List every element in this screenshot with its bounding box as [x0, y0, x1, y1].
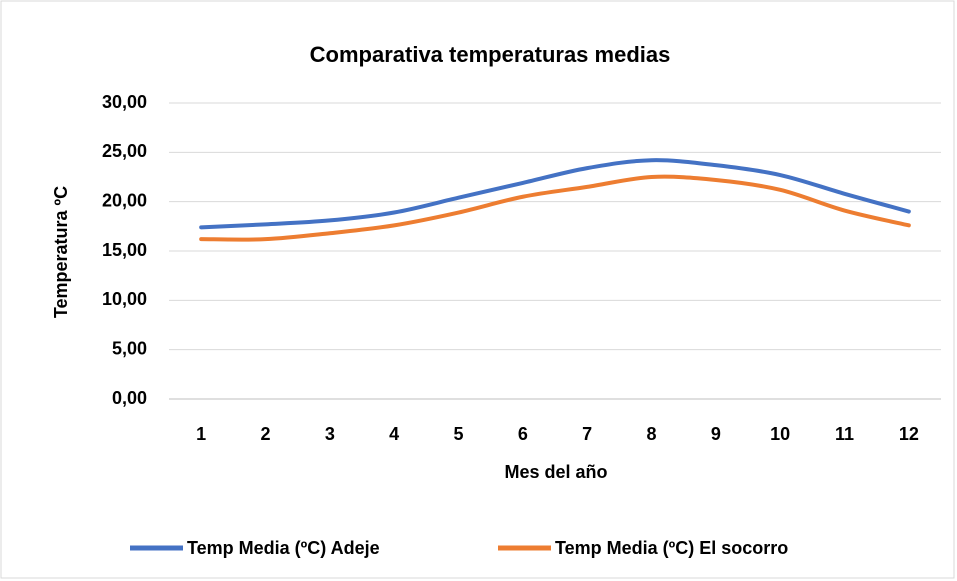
legend-label: Temp Media (ºC) El socorro	[555, 538, 788, 558]
x-tick-label: 9	[711, 424, 721, 444]
x-tick-label: 3	[325, 424, 335, 444]
x-tick-label: 12	[899, 424, 919, 444]
y-tick-label: 10,00	[102, 289, 147, 309]
y-tick-label: 0,00	[112, 388, 147, 408]
series-line	[199, 174, 911, 242]
series-line	[199, 158, 911, 230]
x-tick-label: 6	[518, 424, 528, 444]
y-tick-label: 20,00	[102, 190, 147, 210]
x-tick-label: 8	[646, 424, 656, 444]
legend-label: Temp Media (ºC) Adeje	[187, 538, 380, 558]
y-tick-label: 5,00	[112, 338, 147, 358]
x-tick-label: 7	[582, 424, 592, 444]
y-tick-label: 15,00	[102, 240, 147, 260]
x-tick-label: 4	[389, 424, 399, 444]
y-tick-label: 30,00	[102, 92, 147, 112]
chart-title: Comparativa temperaturas medias	[310, 42, 671, 67]
x-tick-label: 2	[260, 424, 270, 444]
x-tick-label: 11	[835, 424, 854, 444]
x-tick-label: 5	[453, 424, 463, 444]
x-tick-label: 10	[770, 424, 790, 444]
x-axis-label: Mes del año	[504, 462, 607, 482]
x-tick-label: 1	[196, 424, 206, 444]
y-axis-label: Temperatura ºC	[51, 186, 71, 318]
y-tick-label: 25,00	[102, 141, 147, 161]
